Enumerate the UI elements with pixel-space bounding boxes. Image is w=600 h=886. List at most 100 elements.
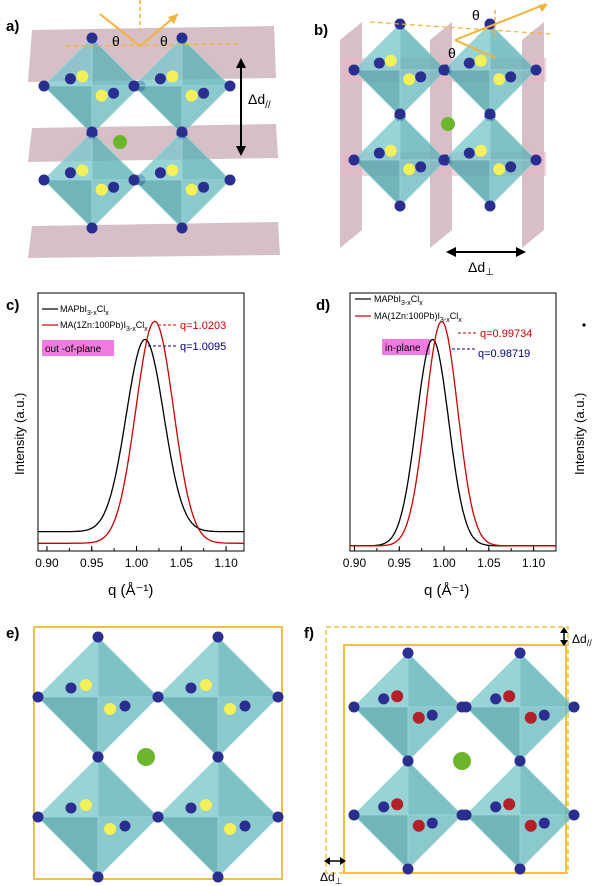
- x-axis-label: q (Å⁻¹): [108, 582, 153, 599]
- metal-atom: [524, 819, 537, 832]
- iodide-atom: [119, 700, 131, 712]
- octahedron-face: [157, 816, 219, 878]
- iodide-atom: [568, 809, 580, 821]
- octahedron-face: [37, 816, 99, 878]
- octahedron-face: [407, 760, 463, 816]
- orientation-tag-bg: [42, 340, 114, 356]
- iodide-atom: [514, 647, 526, 659]
- iodide-atom: [198, 181, 210, 193]
- iodide-atom: [348, 809, 360, 821]
- iodide-atom: [463, 57, 475, 69]
- plot-frame: [349, 292, 557, 552]
- iodide-atom: [505, 161, 517, 173]
- iodide-atom: [426, 817, 438, 829]
- annotation-q-blue: q=0.98719: [478, 348, 530, 360]
- cation-atom: [137, 748, 155, 766]
- metal-atom: [503, 690, 516, 703]
- panel-c: c) Intensity (a.u.) q (Å⁻¹) MAPbI3-xClx …: [0, 285, 300, 605]
- octahedron-face: [353, 706, 409, 762]
- arrow-head: [446, 247, 456, 257]
- legend-entry-1: MAPbI3-xClx: [374, 294, 423, 307]
- octahedron-face: [465, 706, 521, 762]
- panel-f-label: f): [304, 625, 314, 642]
- iodide-atom: [484, 108, 496, 120]
- panel-a-structure: θ θ Δd//: [28, 0, 280, 258]
- iodide-atom: [514, 863, 526, 875]
- octahedron-face: [97, 636, 159, 698]
- annotation-q-red: q=1.0203: [180, 320, 226, 332]
- iodide-atom: [92, 871, 104, 883]
- iodide-atom: [108, 181, 120, 193]
- iodide-atom: [38, 80, 50, 92]
- arrow-head: [168, 14, 178, 24]
- metal-atom: [185, 183, 198, 196]
- iodide-atom: [154, 73, 166, 85]
- cation-atom: [113, 135, 127, 149]
- metal-atom: [166, 164, 179, 177]
- panel-e: e): [0, 615, 300, 886]
- cation-atom: [441, 117, 455, 131]
- iodide-atom: [373, 57, 385, 69]
- iodide-atom: [438, 64, 450, 76]
- arrow-head: [560, 627, 568, 633]
- metal-atom: [76, 164, 89, 177]
- iodide-atom: [490, 693, 502, 705]
- annotation-q-red: q=0.99734: [480, 328, 532, 340]
- incident-beam: [454, 39, 497, 59]
- iodide-atom: [86, 126, 98, 138]
- arrow-head: [236, 146, 246, 156]
- series-line-2: [38, 320, 244, 544]
- series-layer: [38, 320, 244, 544]
- tick-layer: 0.90 0.95 1.00 1.05 1.10: [35, 546, 238, 570]
- metal-atom: [412, 711, 425, 724]
- unit-cell-box: [33, 626, 283, 880]
- plane-dashed-line: [369, 21, 551, 35]
- octahedron-face: [217, 636, 279, 698]
- arrow-head: [340, 857, 346, 865]
- arrow-head: [516, 247, 526, 257]
- iodide-atom: [198, 87, 210, 99]
- iodide-atom: [463, 147, 475, 159]
- metal-atom: [524, 711, 537, 724]
- iodide-atom: [426, 709, 438, 721]
- iodide-atom: [272, 811, 284, 823]
- octahedron-face: [37, 696, 99, 758]
- xrd-chart-in-plane: Intensity (a.u.) q (Å⁻¹) MAPbI3-xClx MA(…: [343, 292, 587, 599]
- metal-atom: [80, 799, 92, 811]
- annotation-q-blue: q=1.0095: [180, 341, 226, 353]
- iodide-atom: [128, 80, 140, 92]
- tick-layer: 0.90 0.95 1.00 1.05 1.10: [343, 546, 557, 570]
- iodide-atom: [32, 691, 44, 703]
- iodide-atom: [415, 71, 427, 83]
- arrow-head: [324, 857, 330, 865]
- iodide-atom: [224, 80, 236, 92]
- x-tick-label: 1.00: [432, 556, 456, 570]
- metal-atom: [200, 679, 212, 691]
- panel-c-label: c): [6, 297, 20, 314]
- delta-d-parallel-label: Δd//: [572, 632, 592, 648]
- x-tick-label: 1.05: [170, 556, 194, 570]
- metal-atom: [384, 54, 397, 67]
- iodide-atom: [415, 161, 427, 173]
- metal-atom: [95, 183, 108, 196]
- iodide-atom: [38, 174, 50, 186]
- iodide-atom: [92, 631, 104, 643]
- panel-f-structure: Δd// Δd⊥: [320, 626, 592, 886]
- iodide-atom: [119, 820, 131, 832]
- theta-label: θ: [112, 33, 120, 49]
- iodide-atom: [514, 755, 526, 767]
- metal-atom: [403, 73, 416, 86]
- series-line-2: [350, 320, 556, 547]
- metal-atom: [403, 163, 416, 176]
- octahedron-face: [97, 756, 159, 818]
- x-tick-label: 1.05: [477, 556, 501, 570]
- orientation-tag-bg: [382, 339, 430, 355]
- iodide-atom: [212, 871, 224, 883]
- iodide-atom: [394, 108, 406, 120]
- iodide-atom: [378, 801, 390, 813]
- iodide-atom: [65, 802, 77, 814]
- delta-d-perp-label: Δd⊥: [320, 870, 343, 886]
- iodide-atom: [152, 691, 164, 703]
- iodide-atom: [402, 647, 414, 659]
- iodide-atom: [64, 167, 76, 179]
